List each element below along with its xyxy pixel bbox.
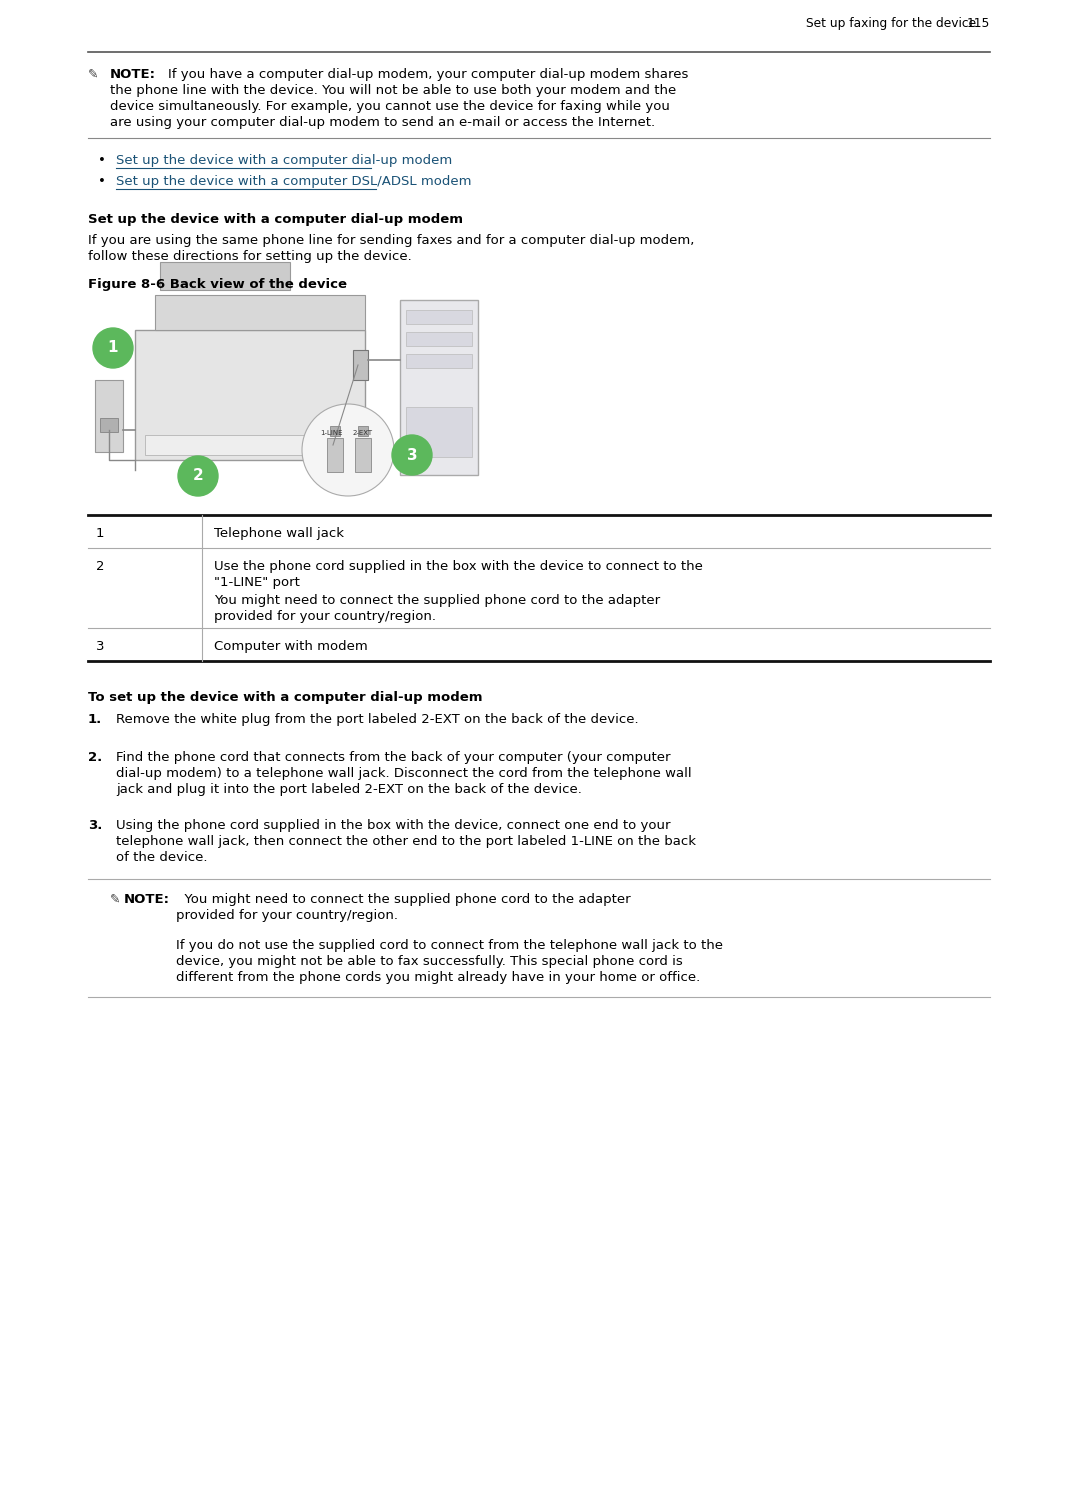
FancyBboxPatch shape bbox=[160, 262, 291, 290]
FancyBboxPatch shape bbox=[135, 330, 365, 460]
Text: Find the phone cord that connects from the back of your computer (your computer: Find the phone cord that connects from t… bbox=[116, 750, 671, 764]
FancyBboxPatch shape bbox=[327, 438, 343, 472]
Text: Use the phone cord supplied in the box with the device to connect to the: Use the phone cord supplied in the box w… bbox=[214, 561, 703, 573]
Text: You might need to connect the supplied phone cord to the adapter: You might need to connect the supplied p… bbox=[176, 893, 631, 906]
Text: Set up the device with a computer dial-up modem: Set up the device with a computer dial-u… bbox=[116, 154, 453, 167]
Text: Set up faxing for the device: Set up faxing for the device bbox=[806, 16, 976, 30]
Text: follow these directions for setting up the device.: follow these directions for setting up t… bbox=[87, 250, 411, 263]
Text: 2-EXT: 2-EXT bbox=[353, 431, 373, 437]
FancyBboxPatch shape bbox=[406, 354, 472, 368]
Text: provided for your country/region.: provided for your country/region. bbox=[214, 610, 436, 623]
FancyBboxPatch shape bbox=[406, 332, 472, 345]
FancyBboxPatch shape bbox=[95, 380, 123, 451]
Text: dial-up modem) to a telephone wall jack. Disconnect the cord from the telephone : dial-up modem) to a telephone wall jack.… bbox=[116, 767, 691, 780]
Text: ✎: ✎ bbox=[87, 67, 98, 81]
Text: 1: 1 bbox=[96, 528, 105, 540]
FancyBboxPatch shape bbox=[156, 295, 365, 330]
Text: 2: 2 bbox=[192, 468, 203, 483]
Text: •: • bbox=[98, 175, 106, 188]
Text: Using the phone cord supplied in the box with the device, connect one end to you: Using the phone cord supplied in the box… bbox=[116, 819, 671, 833]
Text: 1: 1 bbox=[108, 341, 118, 356]
Circle shape bbox=[178, 456, 218, 496]
Text: Computer with modem: Computer with modem bbox=[214, 640, 368, 653]
Circle shape bbox=[392, 435, 432, 475]
Text: Telephone wall jack: Telephone wall jack bbox=[214, 528, 345, 540]
Text: 2: 2 bbox=[96, 561, 105, 573]
Text: telephone wall jack, then connect the other end to the port labeled 1-LINE on th: telephone wall jack, then connect the ot… bbox=[116, 836, 696, 848]
FancyBboxPatch shape bbox=[353, 350, 368, 380]
Text: are using your computer dial-up modem to send an e-mail or access the Internet.: are using your computer dial-up modem to… bbox=[110, 117, 656, 129]
Circle shape bbox=[302, 404, 394, 496]
FancyBboxPatch shape bbox=[400, 300, 478, 475]
Text: device, you might not be able to fax successfully. This special phone cord is: device, you might not be able to fax suc… bbox=[176, 955, 683, 967]
Text: of the device.: of the device. bbox=[116, 851, 207, 864]
Text: 2.: 2. bbox=[87, 750, 103, 764]
Text: jack and plug it into the port labeled 2-EXT on the back of the device.: jack and plug it into the port labeled 2… bbox=[116, 783, 582, 795]
Text: Figure 8-6 Back view of the device: Figure 8-6 Back view of the device bbox=[87, 278, 347, 292]
Text: If you are using the same phone line for sending faxes and for a computer dial-u: If you are using the same phone line for… bbox=[87, 235, 694, 247]
Text: You might need to connect the supplied phone cord to the adapter: You might need to connect the supplied p… bbox=[214, 594, 660, 607]
Text: If you have a computer dial-up modem, your computer dial-up modem shares: If you have a computer dial-up modem, yo… bbox=[168, 67, 688, 81]
Text: NOTE:: NOTE: bbox=[124, 893, 170, 906]
Text: NOTE:: NOTE: bbox=[110, 67, 156, 81]
FancyBboxPatch shape bbox=[330, 426, 340, 437]
FancyBboxPatch shape bbox=[406, 407, 472, 457]
Text: To set up the device with a computer dial-up modem: To set up the device with a computer dia… bbox=[87, 691, 483, 704]
Text: Set up the device with a computer dial-up modem: Set up the device with a computer dial-u… bbox=[87, 212, 463, 226]
Text: 3.: 3. bbox=[87, 819, 103, 833]
Circle shape bbox=[93, 327, 133, 368]
FancyBboxPatch shape bbox=[100, 419, 118, 432]
Text: 3: 3 bbox=[407, 447, 417, 462]
Text: If you do not use the supplied cord to connect from the telephone wall jack to t: If you do not use the supplied cord to c… bbox=[176, 939, 723, 952]
Text: 1-LINE: 1-LINE bbox=[320, 431, 342, 437]
FancyBboxPatch shape bbox=[357, 426, 368, 437]
Text: the phone line with the device. You will not be able to use both your modem and : the phone line with the device. You will… bbox=[110, 84, 676, 97]
FancyBboxPatch shape bbox=[406, 309, 472, 324]
Text: "1-LINE" port: "1-LINE" port bbox=[214, 576, 300, 589]
Text: ✎: ✎ bbox=[110, 893, 121, 906]
FancyBboxPatch shape bbox=[145, 435, 350, 454]
Text: device simultaneously. For example, you cannot use the device for faxing while y: device simultaneously. For example, you … bbox=[110, 100, 670, 114]
Text: 3: 3 bbox=[96, 640, 105, 653]
Text: 115: 115 bbox=[967, 16, 990, 30]
Text: Set up the device with a computer DSL/ADSL modem: Set up the device with a computer DSL/AD… bbox=[116, 175, 472, 188]
FancyBboxPatch shape bbox=[355, 438, 372, 472]
Text: different from the phone cords you might already have in your home or office.: different from the phone cords you might… bbox=[176, 970, 700, 984]
Text: Remove the white plug from the port labeled 2-EXT on the back of the device.: Remove the white plug from the port labe… bbox=[116, 713, 638, 727]
Text: •: • bbox=[98, 154, 106, 167]
Text: provided for your country/region.: provided for your country/region. bbox=[176, 909, 399, 922]
Text: 1.: 1. bbox=[87, 713, 103, 727]
